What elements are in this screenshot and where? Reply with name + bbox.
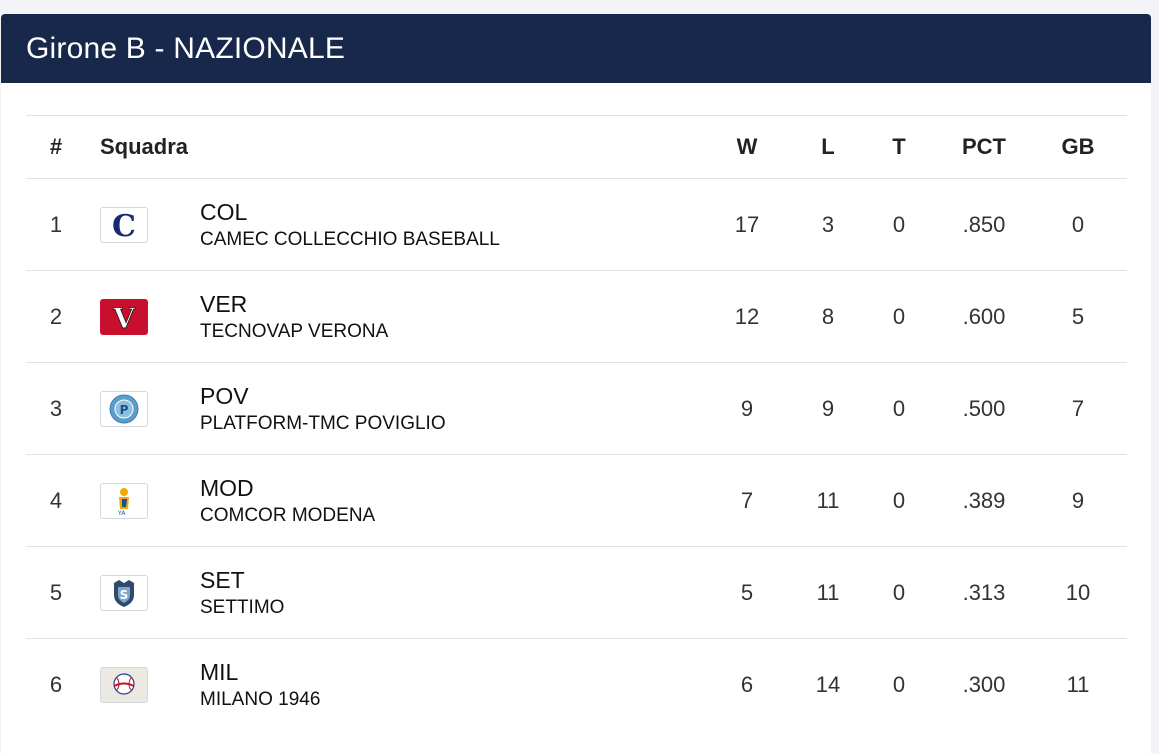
pct: .500 — [962, 395, 1006, 421]
table-row[interactable]: 6 MIL MILANO 1946 6 14 0 .300 11 — [26, 638, 1127, 730]
team-logo-cell: YA — [86, 482, 200, 519]
svg-text:P: P — [120, 403, 129, 417]
team-logo-cell — [86, 666, 200, 703]
wins: 12 — [734, 303, 760, 329]
ties: 0 — [892, 487, 906, 513]
team-abbr[interactable]: VER — [200, 290, 248, 317]
team-logo-cell: C — [86, 206, 200, 243]
games-behind: 9 — [1071, 487, 1085, 513]
team-abbr[interactable]: SET — [200, 566, 245, 593]
games-behind: 11 — [1066, 671, 1090, 697]
rank: 1 — [49, 211, 63, 237]
team-name-cell: VER TECNOVAP VERONA — [200, 290, 697, 344]
pct: .300 — [962, 671, 1006, 697]
svg-text:V: V — [112, 302, 136, 332]
header-pct: PCT — [962, 134, 1006, 159]
team-fullname[interactable]: CAMEC COLLECCHIO BASEBALL — [200, 228, 500, 250]
wins: 7 — [740, 487, 754, 513]
wins: 17 — [734, 211, 760, 237]
table-row[interactable]: 5 S SET SETTIMO 5 11 0 .313 10 — [26, 546, 1127, 638]
table-header-row: # Squadra W L T PCT GB — [26, 115, 1127, 178]
team-name-cell: COL CAMEC COLLECCHIO BASEBALL — [200, 198, 697, 252]
header-gb: GB — [1061, 134, 1095, 159]
team-logo-cell: P — [86, 390, 200, 427]
modena-player-logo[interactable]: YA — [100, 482, 148, 519]
pct: .313 — [962, 579, 1006, 605]
losses: 9 — [821, 395, 835, 421]
team-name-cell: MOD COMCOR MODENA — [200, 474, 697, 528]
rank: 5 — [49, 579, 63, 605]
ties: 0 — [892, 303, 906, 329]
milano-ball-logo[interactable] — [100, 666, 148, 703]
wins: 6 — [740, 671, 754, 697]
header-team: Squadra — [100, 134, 189, 159]
standings-card: Girone B - NAZIONALE # Squadra W L T PCT… — [1, 14, 1151, 754]
header-ties: T — [892, 134, 906, 159]
pct: .850 — [962, 211, 1006, 237]
rank: 4 — [49, 487, 63, 513]
header-rank: # — [49, 134, 63, 159]
losses: 11 — [816, 579, 840, 605]
team-name-cell: POV PLATFORM-TMC POVIGLIO — [200, 382, 697, 436]
pct: .389 — [962, 487, 1006, 513]
ties: 0 — [892, 671, 906, 697]
poviglio-circle-logo[interactable]: P — [100, 390, 148, 427]
team-fullname[interactable]: PLATFORM-TMC POVIGLIO — [200, 412, 446, 434]
team-logo-cell: S — [86, 574, 200, 611]
losses: 14 — [815, 671, 841, 697]
svg-text:S: S — [120, 588, 129, 602]
standings-table: # Squadra W L T PCT GB 1 C COL CAMEC COL… — [26, 115, 1127, 730]
games-behind: 0 — [1071, 211, 1085, 237]
pct: .600 — [962, 303, 1006, 329]
team-name-cell: SET SETTIMO — [200, 566, 697, 620]
wins: 9 — [740, 395, 754, 421]
losses: 3 — [821, 211, 835, 237]
table-row[interactable]: 1 C COL CAMEC COLLECCHIO BASEBALL 17 3 0… — [26, 178, 1127, 270]
team-abbr[interactable]: MIL — [200, 658, 239, 685]
team-name-cell: MIL MILANO 1946 — [200, 658, 697, 712]
games-behind: 10 — [1065, 579, 1091, 605]
games-behind: 5 — [1071, 303, 1085, 329]
losses: 8 — [821, 303, 835, 329]
rank: 2 — [49, 303, 63, 329]
table-row[interactable]: 2 V VER TECNOVAP VERONA 12 8 0 .600 5 — [26, 270, 1127, 362]
team-fullname[interactable]: TECNOVAP VERONA — [200, 320, 389, 342]
games-behind: 7 — [1071, 395, 1085, 421]
team-fullname[interactable]: MILANO 1946 — [200, 688, 321, 710]
table-row[interactable]: 3 P POV PLATFORM-TMC POVIGLIO 9 9 0 .500… — [26, 362, 1127, 454]
collecchio-c-logo[interactable]: C — [100, 206, 148, 243]
team-fullname[interactable]: SETTIMO — [200, 596, 285, 618]
losses: 11 — [816, 487, 840, 513]
header-wins: W — [736, 134, 758, 159]
card-header: Girone B - NAZIONALE — [1, 14, 1151, 83]
team-logo-cell: V — [86, 298, 200, 335]
svg-text:YA: YA — [117, 510, 126, 517]
svg-text:C: C — [112, 210, 136, 240]
rank: 3 — [49, 395, 63, 421]
ties: 0 — [892, 395, 906, 421]
table-row[interactable]: 4 YA MOD COMCOR MODENA 7 11 0 .389 — [26, 454, 1127, 546]
header-losses: L — [821, 134, 835, 159]
ties: 0 — [892, 211, 906, 237]
page-title: Girone B - NAZIONALE — [26, 31, 346, 65]
wins: 5 — [740, 579, 754, 605]
team-fullname[interactable]: COMCOR MODENA — [200, 504, 376, 526]
team-abbr[interactable]: POV — [200, 382, 249, 409]
settimo-shield-logo[interactable]: S — [100, 574, 148, 611]
verona-v-logo[interactable]: V — [100, 298, 148, 335]
rank: 6 — [49, 671, 63, 697]
ties: 0 — [892, 579, 906, 605]
team-abbr[interactable]: COL — [200, 198, 248, 225]
team-abbr[interactable]: MOD — [200, 474, 254, 501]
